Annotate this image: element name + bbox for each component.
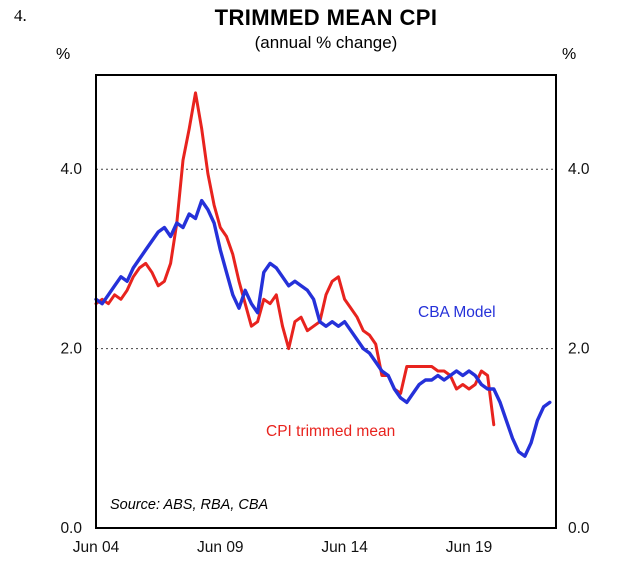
series-label-cpi-trimmed-mean: CPI trimmed mean (266, 423, 396, 440)
y-tick-label-left: 4.0 (60, 161, 82, 178)
chart-title: TRIMMED MEAN CPI (214, 5, 438, 30)
y-tick-label-left: 2.0 (60, 341, 82, 358)
series-label-cba-model: CBA Model (418, 304, 496, 321)
y-tick-label-right: 2.0 (568, 341, 590, 358)
y-axis-unit-left: % (56, 46, 71, 63)
x-tick-label: Jun 04 (73, 539, 120, 556)
y-tick-label-left: 0.0 (60, 520, 82, 537)
y-axis-unit-right: % (562, 46, 577, 63)
series-line-cba-model (94, 198, 552, 458)
chart-subtitle: (annual % change) (254, 33, 398, 52)
plot-border (95, 74, 557, 529)
x-tick-label: Jun 19 (446, 539, 493, 556)
x-tick-label: Jun 09 (197, 539, 244, 556)
y-tick-label-right: 0.0 (568, 520, 590, 537)
y-tick-label-right: 4.0 (568, 161, 590, 178)
figure-number: 4. (14, 6, 27, 25)
source-note: Source: ABS, RBA, CBA (110, 497, 269, 513)
series-line-cpi-trimmed-mean (94, 91, 496, 427)
x-tick-label: Jun 14 (321, 539, 368, 556)
